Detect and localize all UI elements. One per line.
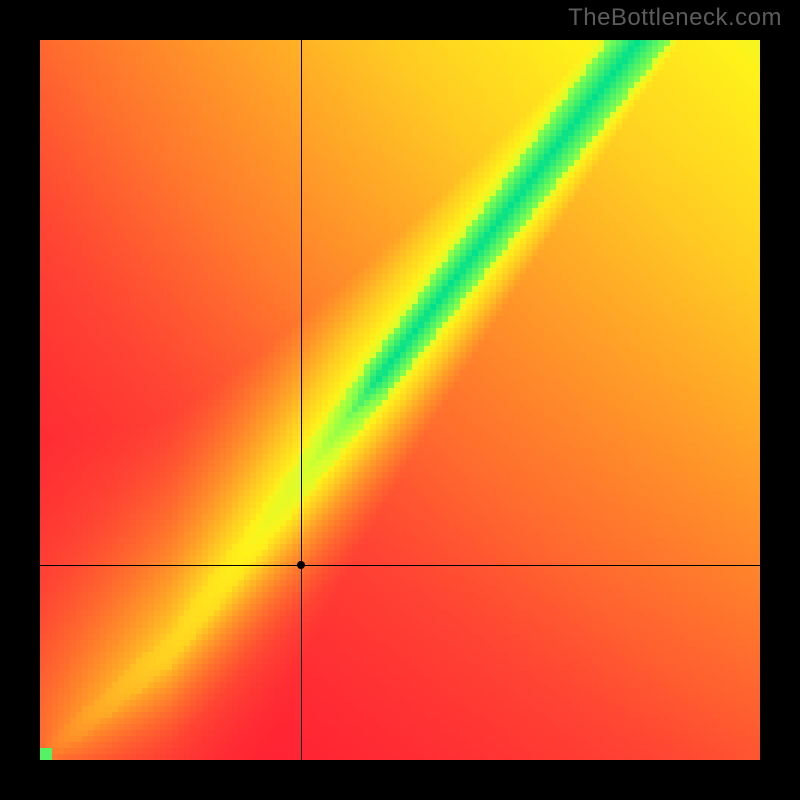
marker-point bbox=[297, 561, 305, 569]
chart-container: TheBottleneck.com bbox=[0, 0, 800, 800]
heatmap-canvas bbox=[40, 40, 760, 760]
watermark-text: TheBottleneck.com bbox=[568, 4, 782, 32]
crosshair-vertical bbox=[301, 40, 302, 760]
crosshair-horizontal bbox=[40, 565, 760, 566]
plot-area bbox=[40, 40, 760, 760]
